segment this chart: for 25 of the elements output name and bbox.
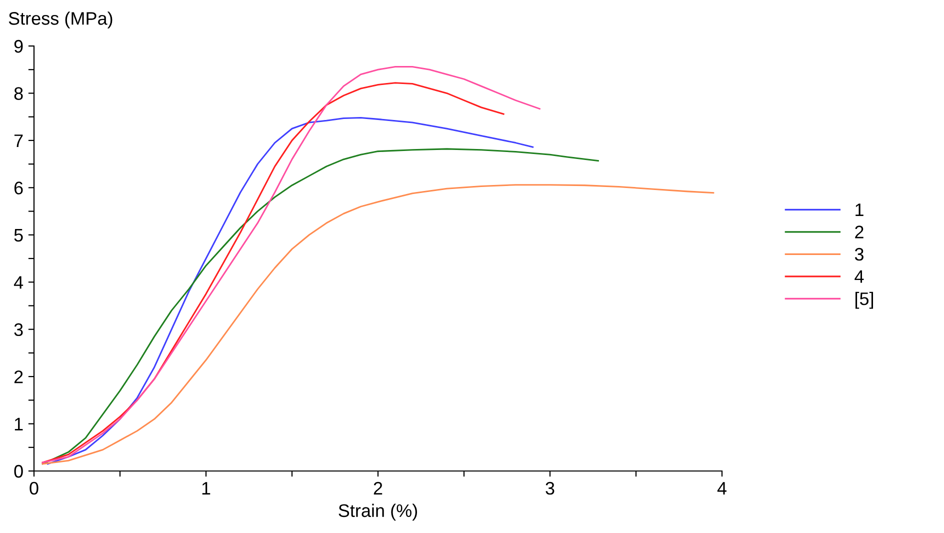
y-tick-label: 4: [14, 276, 24, 289]
x-tick-label: 1: [202, 482, 210, 494]
y-tick-label: 1: [14, 418, 23, 430]
legend-label: 4: [854, 270, 864, 283]
y-tick-label: 8: [14, 87, 23, 100]
line-series: [42, 148, 599, 465]
y-tick-label: 3: [14, 323, 23, 336]
line-series: [46, 117, 534, 465]
y-tick-label: 0: [14, 464, 23, 478]
y-tick-label: 7: [14, 134, 23, 147]
x-tick-label: 3: [546, 482, 554, 495]
y-axis-title: Stress (MPa): [8, 12, 112, 28]
x-axis-title: Strain (%): [338, 504, 418, 521]
y-tick-label: 6: [14, 182, 23, 194]
legend-label: 1: [856, 204, 864, 216]
y-tick-label: 9: [14, 40, 23, 53]
legend-label: 3: [854, 248, 864, 261]
y-tick-label: 2: [14, 370, 23, 384]
y-tick-label: 5: [14, 229, 23, 242]
legend-label: [5]: [856, 292, 874, 309]
x-tick-label: 4: [717, 482, 726, 494]
x-tick-label: 0: [30, 482, 38, 495]
x-tick-label: 2: [374, 482, 382, 494]
legend-label: 2: [855, 226, 864, 238]
line-series: [42, 184, 714, 465]
